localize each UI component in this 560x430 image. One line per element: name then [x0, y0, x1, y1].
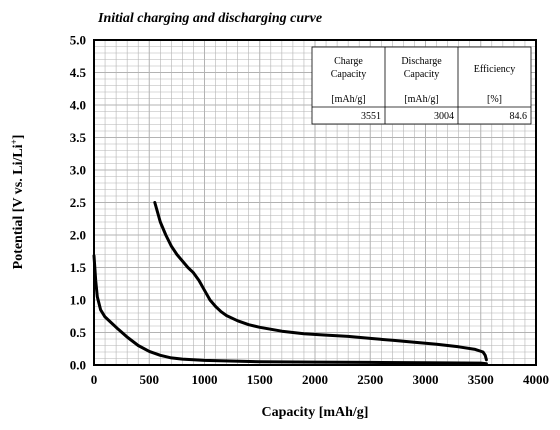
y-tick-label: 2.5 [70, 195, 87, 210]
curves [92, 201, 488, 366]
chart-title: Initial charging and discharging curve [97, 11, 322, 26]
y-tick-label: 3.5 [70, 130, 87, 145]
table-header: Capacity [404, 69, 440, 80]
x-tick-label: 2500 [357, 372, 383, 387]
table-value: 3551 [361, 111, 381, 122]
y-tick-label: 3.0 [70, 163, 86, 178]
y-tick-labels: 0.0 0.5 1.0 1.5 2.0 2.5 3.0 3.5 4.0 4.5 5.0 [70, 33, 87, 373]
x-tick-label: 0 [91, 372, 98, 387]
y-tick-label: 4.5 [70, 65, 87, 80]
x-tick-label: 4000 [523, 372, 549, 387]
y-tick-label: 5.0 [70, 33, 86, 48]
table-unit: [mAh/g] [331, 94, 365, 105]
plot-frame [93, 39, 537, 366]
y-tick-label: 0.0 [70, 358, 86, 373]
capacity-table: Charge Capacity Discharge Capacity Efficienc… [311, 46, 532, 125]
table-header: Charge [334, 56, 363, 67]
x-tick-label: 500 [140, 372, 160, 387]
y-axis-label-main: Potential [V vs. Li/Li [11, 144, 26, 269]
y-tick-label: 1.0 [70, 293, 86, 308]
curve-line [92, 254, 488, 366]
table-value: 84.6 [510, 111, 528, 122]
table-unit: [mAh/g] [404, 94, 438, 105]
table-header: Discharge [401, 56, 442, 67]
x-tick-label: 3500 [468, 372, 494, 387]
y-axis-label-end: ] [11, 135, 26, 140]
x-tick-label: 1500 [247, 372, 273, 387]
x-tick-label: 3000 [413, 372, 439, 387]
table-unit: [%] [487, 94, 502, 105]
table-header: Efficiency [474, 64, 515, 75]
table-background [311, 46, 532, 125]
x-tick-label: 2000 [302, 372, 328, 387]
curve-line [153, 201, 488, 362]
y-tick-label: 1.5 [70, 260, 87, 275]
x-tick-labels: 0 500 1000 1500 2000 2500 3000 3500 4000 [91, 372, 549, 387]
x-tick-label: 1000 [192, 372, 218, 387]
y-tick-label: 4.0 [70, 98, 86, 113]
y-tick-label: 0.5 [70, 325, 87, 340]
x-axis-label: Capacity [mAh/g] [262, 405, 369, 420]
y-axis-label-sup: + [9, 139, 19, 144]
table-value: 3004 [434, 111, 454, 122]
table-header: Capacity [331, 69, 367, 80]
y-tick-label: 2.0 [70, 228, 86, 243]
y-axis-label: Potential [V vs. Li/Li+] [9, 135, 26, 270]
